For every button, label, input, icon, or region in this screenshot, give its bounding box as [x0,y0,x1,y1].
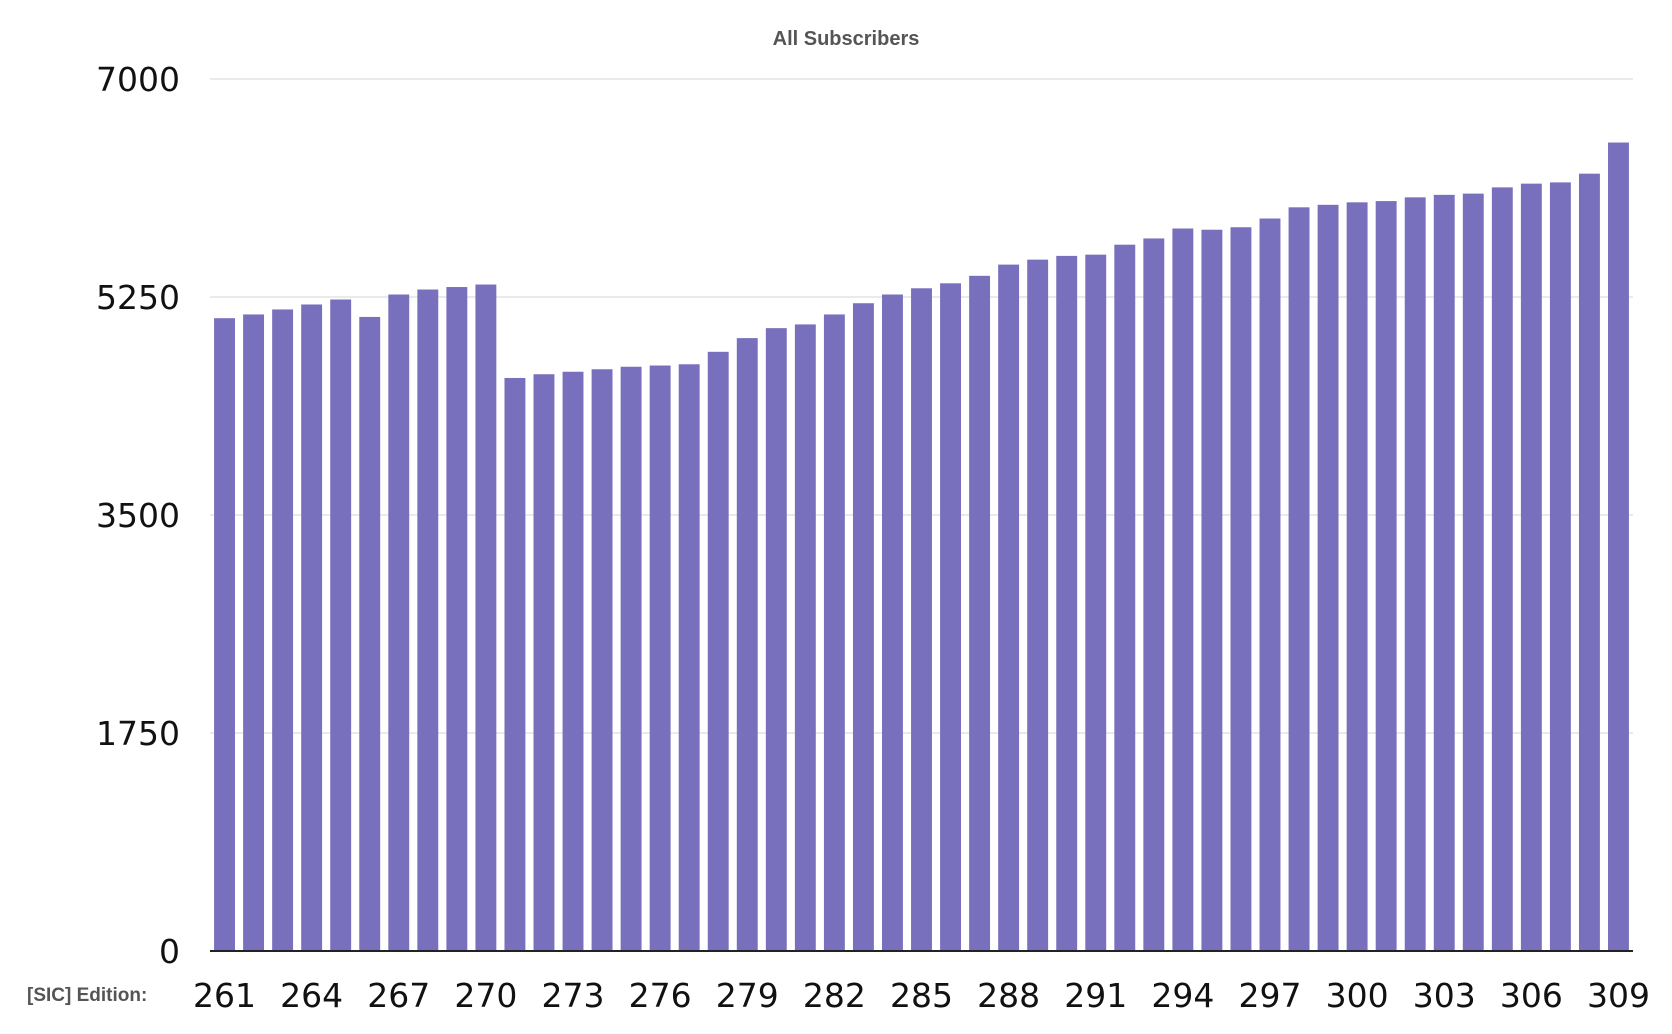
bar [911,288,932,951]
x-tick-label: 291 [1064,976,1127,1015]
bar [707,351,729,951]
bar [1143,238,1165,951]
x-tick-label: 309 [1587,976,1650,1015]
bar [1230,227,1252,952]
x-tick-label: 285 [890,976,953,1015]
x-tick-label: 279 [716,976,779,1015]
bar [1288,207,1310,951]
x-tick-label: 276 [629,976,692,1015]
bar [359,316,381,951]
bar [969,275,991,951]
bar [1056,255,1078,951]
bar [1317,204,1339,951]
bar [1549,182,1571,951]
bar [504,377,526,952]
bars [214,142,1629,952]
bar [533,374,555,952]
bar [736,338,758,951]
bar [1491,187,1513,951]
y-tick-label: 3500 [96,496,180,535]
x-tick-label: 273 [542,976,605,1015]
x-tick-label: 264 [280,976,343,1015]
bar [330,299,352,951]
bar [446,287,468,951]
bar [1404,197,1426,952]
bar [1172,228,1194,952]
bar [1608,142,1629,951]
bar [1346,202,1368,951]
bar [940,283,961,951]
bar [562,371,584,951]
bar [1578,173,1600,952]
bar [1520,183,1542,951]
bar [852,303,874,952]
x-tick-label: 267 [367,976,430,1015]
bar [417,289,439,951]
x-tick-label: 300 [1326,976,1389,1015]
x-tick-label: 261 [193,976,256,1015]
bar [649,365,671,951]
bar [823,314,845,951]
y-tick-label: 1750 [96,714,180,753]
bar [388,294,410,951]
bar [1259,218,1281,951]
x-tick-label: 288 [977,976,1040,1015]
bar [882,294,903,951]
x-tick-label: 294 [1151,976,1214,1015]
bar [1085,254,1107,951]
bar [1114,244,1136,951]
bar [272,309,294,952]
bar [301,304,323,952]
bar [765,328,787,951]
x-tick-label: 306 [1500,976,1563,1015]
chart-title: All Subscribers [773,28,920,50]
bar [620,366,642,951]
bar [1462,193,1484,952]
bar [214,318,235,951]
bar [1433,194,1455,952]
y-tick-label: 7000 [96,60,180,99]
y-axis-ticks: 0 1750 3500 5250 7000 [96,60,180,971]
bar [794,324,816,951]
bar [678,364,700,951]
bar [1375,201,1397,951]
x-tick-label: 303 [1413,976,1476,1015]
x-tick-label: 270 [454,976,517,1015]
x-tick-label: 297 [1238,976,1301,1015]
x-axis-ticks: 261 264 267 270 273 276 279 282 285 288 291 294 297 3… [193,976,1650,1015]
y-tick-label: 0 [159,932,180,971]
x-tick-label: 282 [803,976,866,1015]
bar [1027,259,1049,951]
bar [1201,229,1223,952]
x-axis-label: [SIC] Edition: [27,985,147,1006]
bar [475,284,497,951]
y-tick-label: 5250 [96,278,180,317]
bar [243,314,265,951]
bar [591,369,613,951]
bar [998,264,1020,951]
